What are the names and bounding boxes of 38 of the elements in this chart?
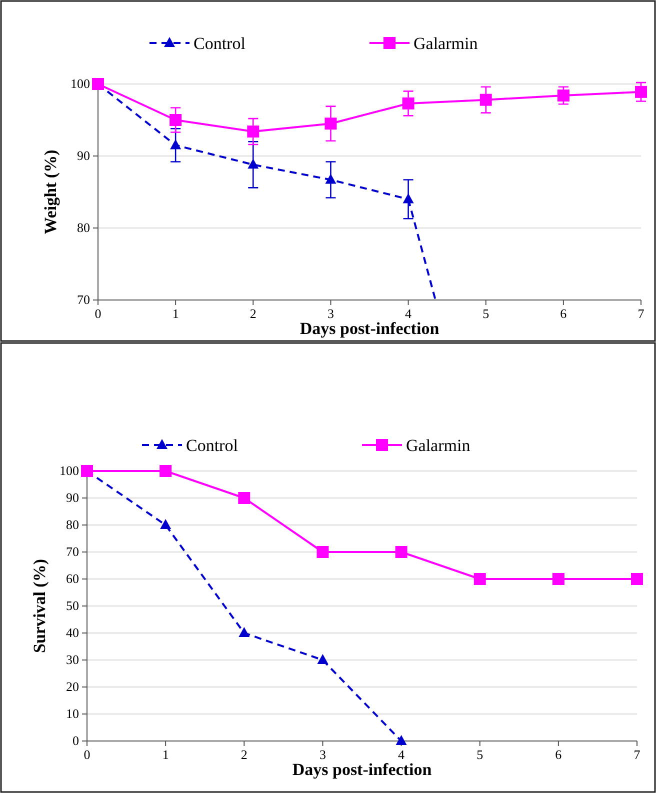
y-tick-label: 100	[70, 76, 90, 91]
legend-label: Galarmin	[414, 34, 478, 53]
legend-label: Control	[186, 436, 238, 455]
x-tick-label: 3	[327, 306, 334, 321]
x-axis-title: Days post-infection	[300, 319, 440, 338]
x-tick-label: 3	[319, 747, 326, 762]
x-tick-label: 6	[560, 306, 568, 321]
y-axis-title: Survival (%)	[30, 559, 49, 653]
y-tick-label: 90	[77, 148, 90, 163]
legend-label: Galarmin	[406, 436, 471, 455]
x-tick-label: 4	[398, 747, 406, 762]
y-tick-label: 100	[60, 463, 79, 478]
x-axis-title: Days post-infection	[292, 760, 432, 779]
y-tick-label: 50	[66, 598, 79, 613]
x-tick-label: 7	[638, 306, 645, 321]
y-tick-label: 20	[66, 679, 79, 694]
x-tick-label: 4	[405, 306, 412, 321]
y-tick-label: 90	[66, 490, 79, 505]
y-tick-label: 10	[66, 706, 79, 721]
x-tick-label: 2	[240, 747, 248, 762]
y-axis-title: Weight (%)	[41, 150, 60, 234]
y-tick-label: 70	[66, 544, 79, 559]
y-tick-label: 70	[77, 292, 90, 307]
legend-label: Control	[194, 34, 246, 53]
x-tick-label: 0	[94, 306, 102, 321]
y-tick-label: 40	[66, 625, 79, 640]
x-tick-label: 1	[172, 306, 179, 321]
x-tick-label: 6	[555, 747, 562, 762]
x-tick-label: 5	[482, 306, 490, 321]
y-tick-label: 0	[72, 733, 79, 748]
x-tick-label: 1	[162, 747, 169, 762]
y-tick-label: 80	[77, 220, 90, 235]
x-tick-label: 2	[250, 306, 256, 321]
x-tick-label: 5	[476, 747, 484, 762]
x-tick-label: 7	[634, 747, 641, 762]
y-tick-label: 80	[66, 517, 79, 532]
y-tick-label: 60	[66, 571, 79, 586]
y-tick-label: 30	[66, 652, 79, 667]
